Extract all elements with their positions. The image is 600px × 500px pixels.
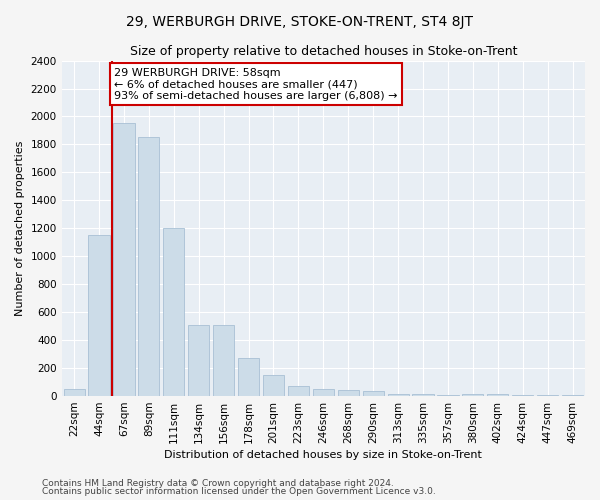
Text: 29 WERBURGH DRIVE: 58sqm
← 6% of detached houses are smaller (447)
93% of semi-d: 29 WERBURGH DRIVE: 58sqm ← 6% of detache… xyxy=(114,68,398,100)
Bar xyxy=(412,394,434,396)
Y-axis label: Number of detached properties: Number of detached properties xyxy=(15,140,25,316)
Bar xyxy=(138,138,160,396)
Text: 29, WERBURGH DRIVE, STOKE-ON-TRENT, ST4 8JT: 29, WERBURGH DRIVE, STOKE-ON-TRENT, ST4 … xyxy=(127,15,473,29)
Bar xyxy=(313,390,334,396)
Bar xyxy=(288,386,309,396)
Bar xyxy=(362,391,384,396)
Bar xyxy=(338,390,359,396)
X-axis label: Distribution of detached houses by size in Stoke-on-Trent: Distribution of detached houses by size … xyxy=(164,450,482,460)
Bar xyxy=(462,394,484,396)
Bar xyxy=(213,325,234,396)
Bar xyxy=(163,228,184,396)
Bar xyxy=(113,124,134,396)
Bar xyxy=(263,375,284,396)
Title: Size of property relative to detached houses in Stoke-on-Trent: Size of property relative to detached ho… xyxy=(130,45,517,58)
Bar xyxy=(388,394,409,396)
Text: Contains public sector information licensed under the Open Government Licence v3: Contains public sector information licen… xyxy=(42,487,436,496)
Bar xyxy=(238,358,259,396)
Bar xyxy=(437,394,458,396)
Bar xyxy=(64,389,85,396)
Bar xyxy=(188,325,209,396)
Text: Contains HM Land Registry data © Crown copyright and database right 2024.: Contains HM Land Registry data © Crown c… xyxy=(42,478,394,488)
Bar xyxy=(487,394,508,396)
Bar xyxy=(88,236,110,396)
